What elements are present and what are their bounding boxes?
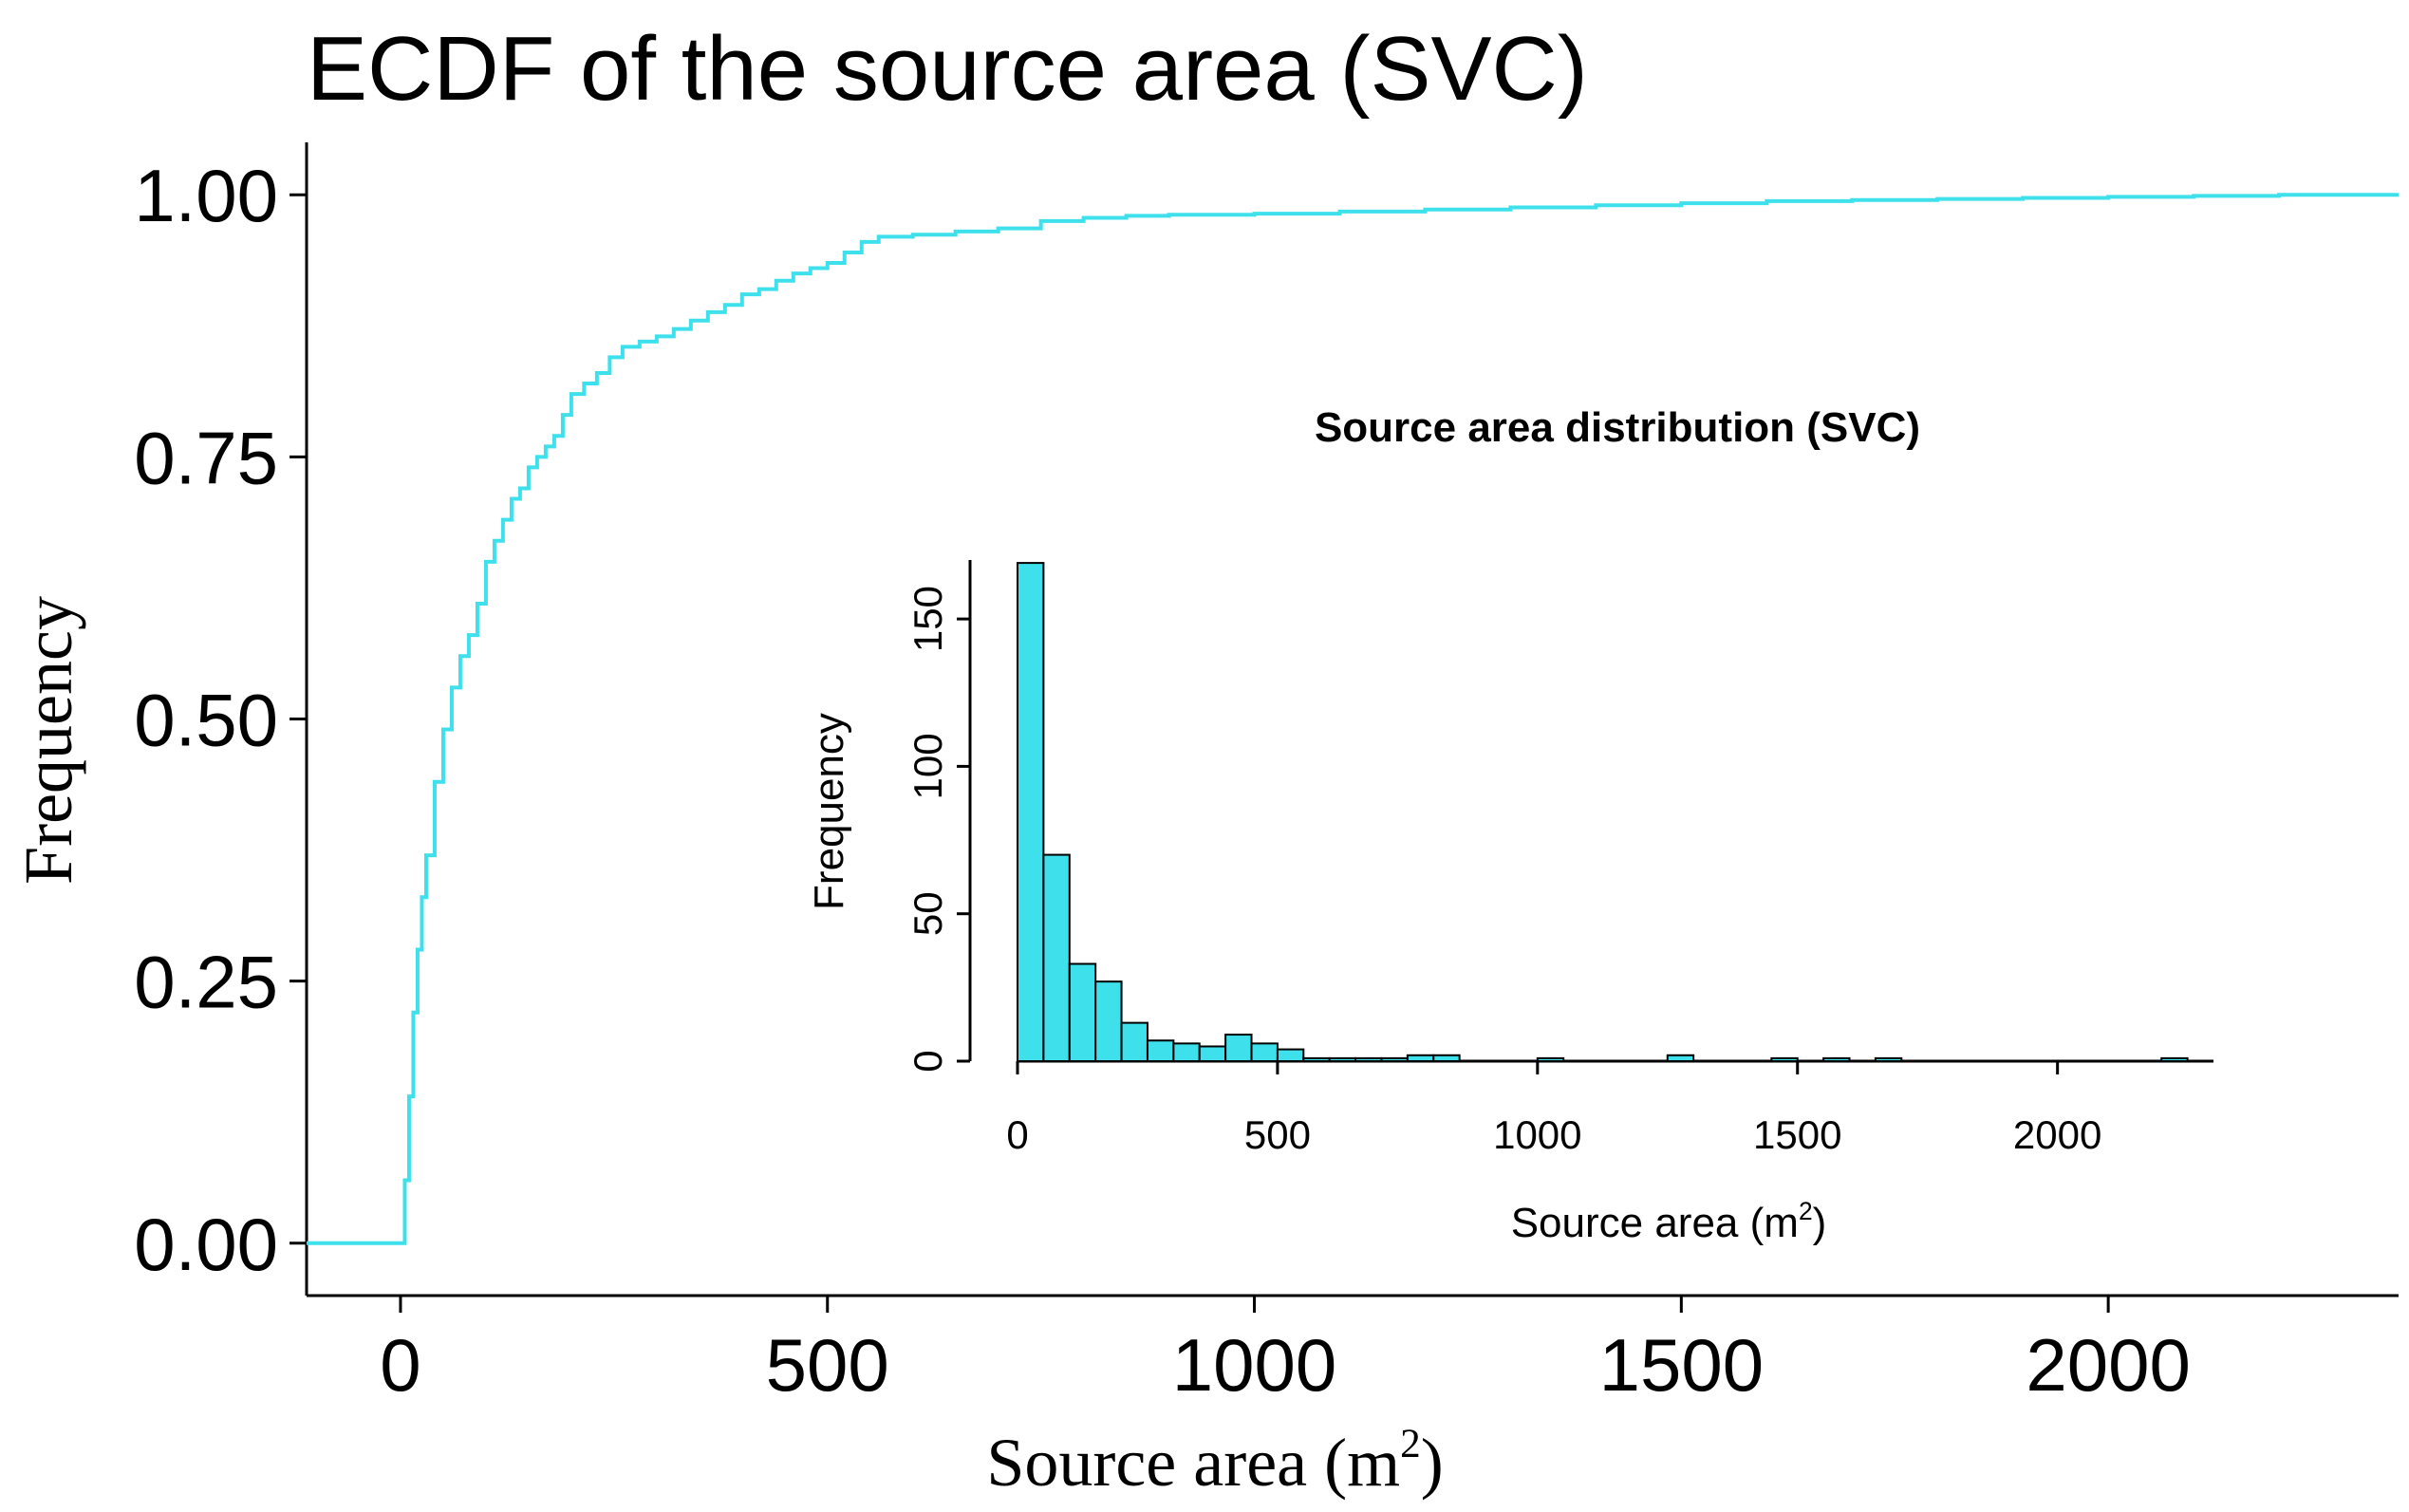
histogram-bar xyxy=(1406,1054,1435,1062)
histogram-x-tick-label: 1500 xyxy=(1753,1112,1841,1157)
ecdf-y-tick-label: 0.00 xyxy=(134,1203,278,1286)
histogram-y-tick-label: 100 xyxy=(906,733,950,799)
histogram-bar xyxy=(1380,1056,1409,1063)
histogram-x-tick-label: 1000 xyxy=(1493,1112,1581,1157)
histogram-bar xyxy=(1432,1054,1461,1062)
ecdf-x-axis-label: Source area (m2) xyxy=(986,1422,1443,1501)
histogram-bar xyxy=(1172,1042,1201,1063)
ecdf-x-tick-label: 2000 xyxy=(2026,1323,2191,1407)
ecdf-y-axis-label: Frequency xyxy=(10,596,86,885)
histogram-x-tick-label: 500 xyxy=(1244,1112,1311,1157)
histogram-inset: Source area distribution (SVC) 0 50 100 150… xyxy=(806,404,2213,1246)
ecdf-y-tick-label: 0.75 xyxy=(134,416,278,499)
ecdf-x-tick-label: 500 xyxy=(766,1323,889,1407)
ecdf-y-tick-label: 1.00 xyxy=(134,154,278,237)
histogram-bar xyxy=(1874,1056,1903,1063)
ecdf-x-label-sup: 2 xyxy=(1400,1422,1421,1466)
histogram-y-tick-label: 50 xyxy=(906,891,950,936)
histogram-bar xyxy=(1042,853,1071,1063)
ecdf-title: ECDF of the source area (SVC) xyxy=(307,18,1588,120)
histogram-bar xyxy=(1302,1056,1331,1063)
ecdf-y-tick-label: 0.25 xyxy=(134,941,278,1024)
histogram-bar xyxy=(2160,1056,2189,1063)
ecdf-chart: ECDF of the source area (SVC) 0.000.250.… xyxy=(10,18,2399,1501)
ecdf-y-tick-label: 0.50 xyxy=(134,679,278,762)
ecdf-x-tick-label: 1500 xyxy=(1599,1323,1765,1407)
ecdf-series-line xyxy=(307,193,2399,1245)
histogram-bar xyxy=(1276,1048,1305,1062)
histogram-bar xyxy=(1146,1039,1175,1062)
ecdf-x-label-close: ) xyxy=(1421,1425,1444,1501)
histogram-title: Source area distribution (SVC) xyxy=(1315,404,1920,451)
histogram-bar xyxy=(1120,1021,1148,1063)
histogram-bar xyxy=(1666,1054,1695,1062)
histogram-bar xyxy=(1250,1042,1279,1063)
histogram-x-axis-label: Source area (m2) xyxy=(1511,1197,1827,1246)
histogram-bar xyxy=(1536,1056,1565,1063)
ecdf-x-tick-label: 0 xyxy=(380,1323,420,1407)
histogram-bar xyxy=(1770,1056,1799,1063)
ecdf-x-tick-label: 1000 xyxy=(1172,1323,1337,1407)
histogram-x-tick-label: 2000 xyxy=(2013,1112,2101,1157)
histogram-x-label-close: ) xyxy=(1813,1200,1827,1246)
histogram-bar xyxy=(1224,1034,1253,1063)
ecdf-x-label-text: Source area (m xyxy=(986,1425,1400,1501)
histogram-bar xyxy=(1822,1056,1851,1063)
histogram-bar xyxy=(1068,962,1097,1062)
histogram-x-label-sup: 2 xyxy=(1799,1197,1813,1225)
ecdf-y-ticks: 0.00 0.25 0.50 0.75 1.00 xyxy=(134,154,307,1286)
histogram-bar xyxy=(1328,1056,1357,1063)
histogram-y-tick-label: 150 xyxy=(906,586,950,652)
histogram-bar xyxy=(1198,1045,1227,1062)
histogram-y-tick-label: 0 xyxy=(906,1050,950,1072)
ecdf-x-ticks: 0 500 1000 1500 2000 xyxy=(380,1296,2191,1407)
histogram-y-ticks: 0 50 100 150 xyxy=(906,586,970,1073)
histogram-bar xyxy=(1017,562,1045,1062)
histogram-x-label-text: Source area (m xyxy=(1511,1200,1799,1246)
histogram-x-ticks: 0 500 1000 1500 2000 xyxy=(1006,1061,2101,1157)
histogram-x-tick-label: 0 xyxy=(1006,1112,1028,1157)
histogram-bars xyxy=(1017,562,2189,1063)
histogram-bar xyxy=(1094,980,1123,1063)
histogram-bar xyxy=(1354,1056,1383,1063)
histogram-y-axis-label: Frequency xyxy=(806,713,852,910)
